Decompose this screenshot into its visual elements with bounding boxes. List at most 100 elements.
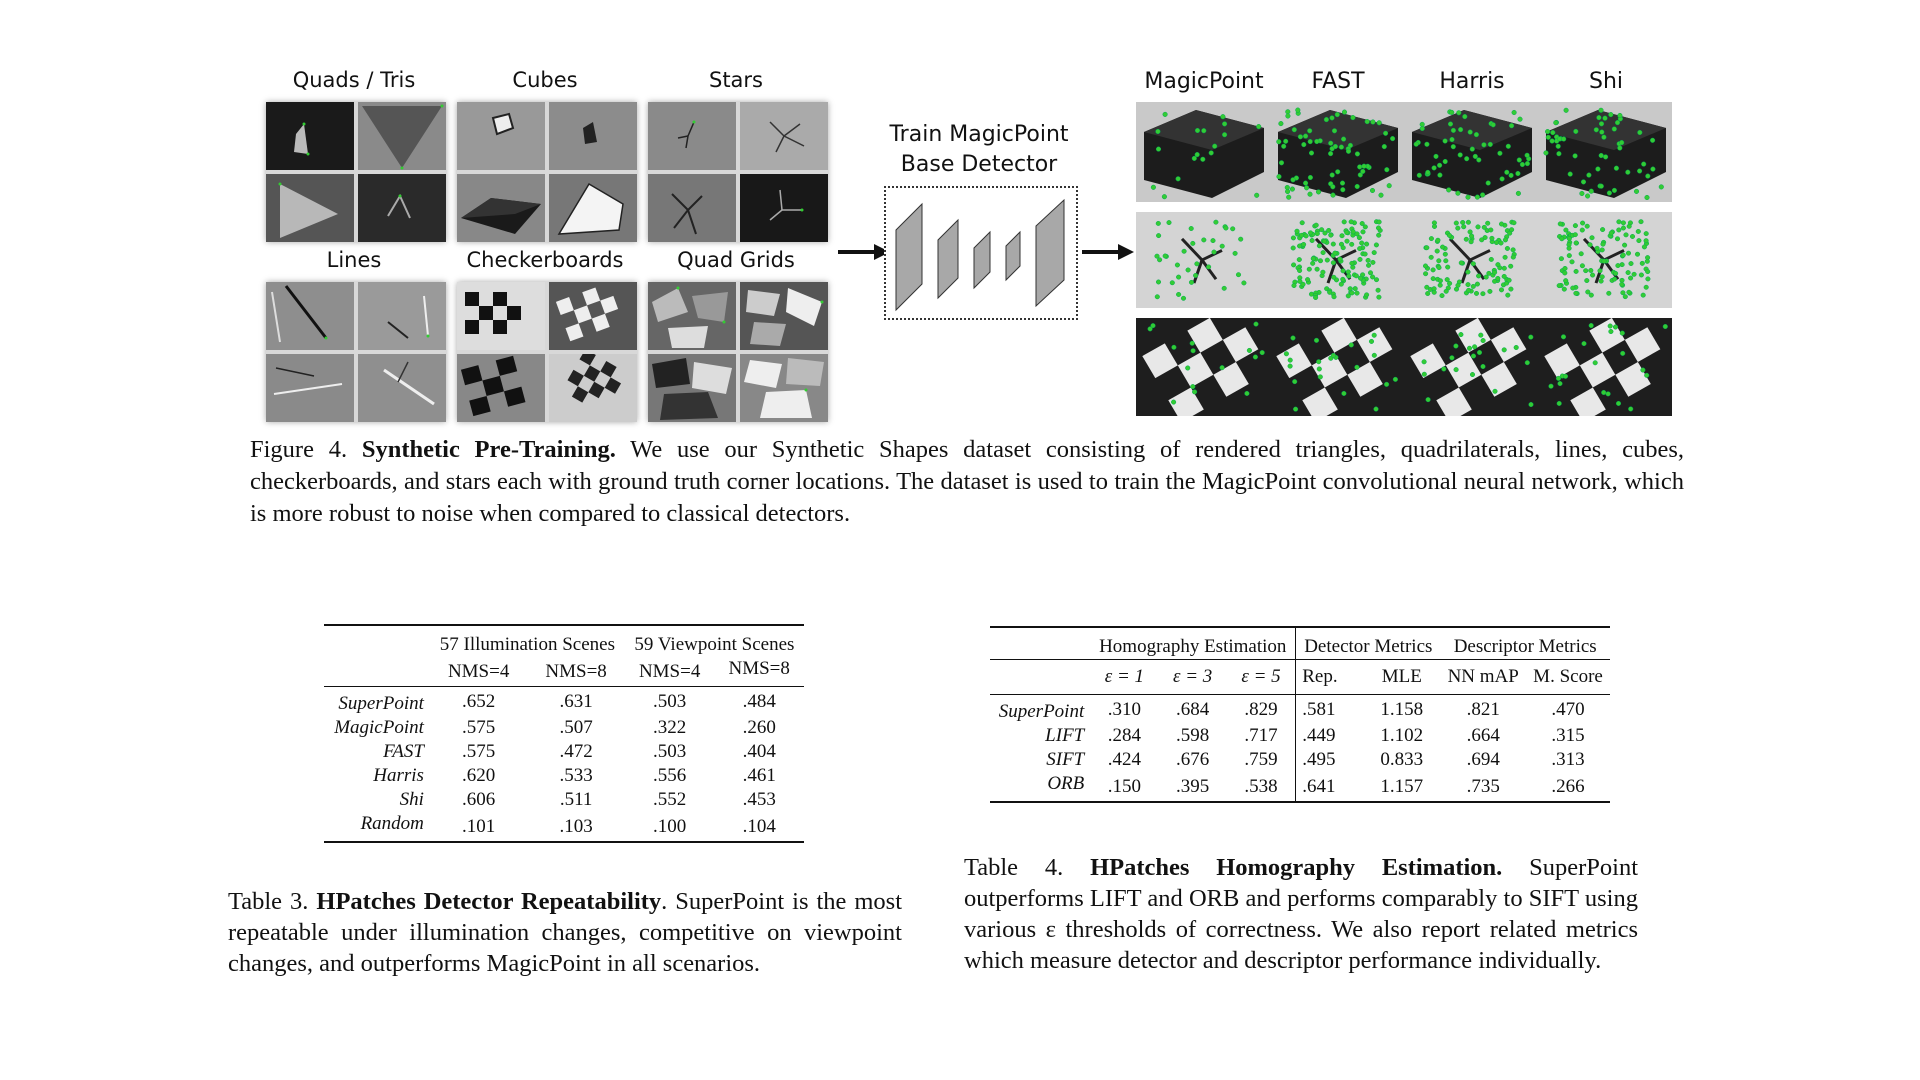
table-cell: .575 bbox=[462, 717, 496, 738]
table-cell: .829 bbox=[1244, 698, 1278, 720]
shape-tile bbox=[266, 174, 354, 242]
table-cell: .511 bbox=[559, 789, 593, 810]
t3-subheader: NMS=8 bbox=[545, 660, 607, 682]
detector-col-fast: FAST bbox=[1311, 69, 1365, 94]
table-4-caption: Table 4. HPatches Homography Estimation.… bbox=[964, 852, 1638, 976]
method-name: FAST bbox=[383, 741, 424, 762]
table-cell: .461 bbox=[742, 765, 776, 786]
table-cell: .684 bbox=[1176, 698, 1210, 720]
t4-subheader: ε = 3 bbox=[1172, 666, 1213, 687]
t4-subheader: M. Score bbox=[1533, 666, 1603, 687]
shape-tile bbox=[740, 282, 828, 350]
shape-grid-stars bbox=[648, 102, 828, 242]
t3-subheader: NMS=8 bbox=[728, 658, 790, 679]
table-row: Harris .620 .533 .556 .461 bbox=[324, 764, 804, 788]
category-title-quads: Quads / Tris bbox=[292, 68, 416, 92]
shape-tile bbox=[549, 354, 637, 422]
shape-grid-quads bbox=[266, 102, 446, 242]
table-cell: .266 bbox=[1551, 775, 1585, 797]
network-label: Train MagicPoint Base Detector bbox=[884, 120, 1074, 180]
table-cell: .503 bbox=[653, 741, 687, 762]
table-cell: .575 bbox=[462, 741, 496, 762]
category-title-stars: Stars bbox=[708, 68, 763, 92]
detection-result-tile bbox=[1136, 318, 1270, 416]
category-title-quad-grids: Quad Grids bbox=[677, 248, 795, 272]
method-name: SuperPoint bbox=[338, 693, 424, 714]
detector-col-harris: Harris bbox=[1439, 69, 1505, 94]
table-cell: .606 bbox=[462, 789, 496, 810]
table-cell: .821 bbox=[1466, 698, 1500, 720]
t3-subheader: NMS=4 bbox=[447, 660, 510, 682]
detection-result-tile bbox=[1404, 212, 1538, 308]
figure-caption-prefix: Figure 4. bbox=[250, 436, 348, 463]
figure-caption-body: We use our Synthetic Shapes dataset cons… bbox=[250, 436, 1684, 527]
table-cell: .631 bbox=[559, 690, 593, 712]
table-cell: .310 bbox=[1107, 698, 1141, 720]
table-row: LIFT .284 .598 .717 .449 1.102 .664 .315 bbox=[990, 724, 1610, 748]
table-cell: .495 bbox=[1295, 748, 1364, 772]
table-row: SIFT .424 .676 .759 .495 0.833 .694 .313 bbox=[990, 748, 1610, 772]
table-cell: .424 bbox=[1107, 749, 1141, 770]
table-cell: .552 bbox=[653, 789, 687, 810]
t4-subheader: ε = 5 bbox=[1241, 666, 1281, 687]
category-title-checkerboards: Checkerboards bbox=[466, 248, 624, 272]
shape-tile bbox=[266, 102, 354, 170]
shape-tile bbox=[549, 282, 637, 350]
network-label-line1: Train MagicPoint bbox=[889, 122, 1069, 147]
table-cell: .453 bbox=[742, 789, 776, 810]
shape-tile bbox=[549, 174, 637, 242]
table-cell: .556 bbox=[653, 765, 687, 786]
table-cell: .620 bbox=[462, 765, 496, 786]
table-row: Shi .606 .511 .552 .453 bbox=[324, 788, 804, 812]
table-cell: .404 bbox=[742, 741, 776, 762]
network-diagram bbox=[884, 186, 1078, 320]
detection-result-tile bbox=[1404, 318, 1538, 416]
method-name: LIFT bbox=[1045, 725, 1085, 746]
shape-grid-quad-grids bbox=[648, 282, 828, 422]
table-cell: 1.157 bbox=[1380, 775, 1424, 797]
shape-grid-lines bbox=[266, 282, 446, 422]
shape-tile bbox=[549, 102, 637, 170]
figure-caption-title: Synthetic Pre-Training. bbox=[361, 436, 616, 463]
table-cell: .104 bbox=[742, 815, 776, 837]
arrow-right-icon bbox=[1082, 244, 1134, 260]
method-name: SuperPoint bbox=[998, 701, 1085, 722]
detector-col-magicpoint: MagicPoint bbox=[1144, 69, 1264, 94]
table-row: Random .101 .103 .100 .104 bbox=[324, 812, 804, 842]
table-cell: .100 bbox=[653, 815, 687, 837]
table-cell: .507 bbox=[559, 717, 593, 738]
table-cell: .470 bbox=[1551, 698, 1585, 720]
method-name: MagicPoint bbox=[334, 717, 424, 738]
table-cell: .322 bbox=[653, 717, 687, 738]
t3-body: SuperPoint .652 .631 .503 .484 MagicPoint .575… bbox=[324, 686, 804, 842]
shape-tile bbox=[457, 174, 545, 242]
table-row: MagicPoint .575 .507 .322 .260 bbox=[324, 716, 804, 740]
detection-result-tile bbox=[1538, 102, 1672, 202]
shape-tile bbox=[740, 354, 828, 422]
shape-tile bbox=[358, 282, 446, 350]
detection-result-tile bbox=[1404, 102, 1538, 202]
table-cell: .313 bbox=[1551, 749, 1585, 770]
shape-tile bbox=[358, 354, 446, 422]
detection-result-tile bbox=[1538, 212, 1672, 308]
shape-tile bbox=[648, 174, 736, 242]
table-cell: .103 bbox=[559, 815, 593, 837]
table-cell: .694 bbox=[1466, 749, 1500, 770]
t4-group-descriptor: Descriptor Metrics bbox=[1453, 636, 1597, 657]
table-3-caption: Table 3. HPatches Detector Repeatability… bbox=[228, 886, 902, 979]
shape-tile bbox=[457, 282, 545, 350]
detection-result-tile bbox=[1270, 212, 1404, 308]
t4-caption-title: HPatches Homography Estimation. bbox=[1090, 854, 1503, 881]
table-cell: .101 bbox=[462, 815, 496, 837]
shape-tile bbox=[648, 354, 736, 422]
category-title-lines: Lines bbox=[326, 248, 382, 272]
t3-caption-body: . SuperPoint is the most repeatable unde… bbox=[228, 888, 902, 977]
table-cell: .598 bbox=[1176, 725, 1210, 746]
t3-group-viewpoint: 59 Viewpoint Scenes bbox=[634, 634, 795, 655]
detection-result-tile bbox=[1270, 318, 1404, 416]
detection-result-tile bbox=[1136, 212, 1270, 308]
table-cell: .449 bbox=[1295, 724, 1364, 748]
table-4: Homography Estimation Detector Metrics D… bbox=[990, 626, 1610, 803]
shape-tile bbox=[266, 354, 354, 422]
t3-caption-title: HPatches Detector Repeatability bbox=[316, 888, 662, 915]
